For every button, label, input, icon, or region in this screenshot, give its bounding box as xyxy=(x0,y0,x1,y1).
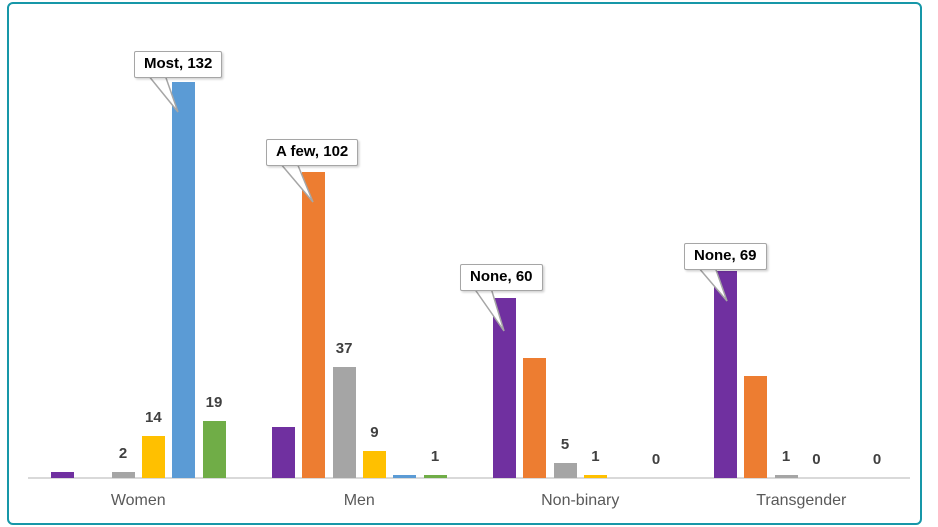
x-axis-line xyxy=(28,477,910,479)
chart-frame xyxy=(7,2,922,525)
